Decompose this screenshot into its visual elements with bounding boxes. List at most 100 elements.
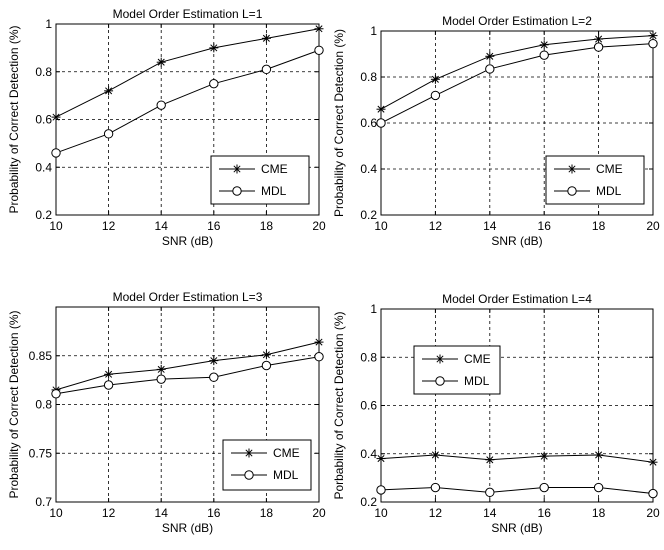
cme-star-marker [594,450,604,460]
legend-label-mdl: MDL [273,468,299,482]
mdl-circle-marker [156,374,166,384]
star-stroke [315,338,323,346]
cme-star-marker [376,454,386,464]
star-stroke [486,456,494,464]
y-tick-label: 0.8 [35,65,52,79]
x-tick-label: 20 [312,219,326,233]
chart-title: Model Order Estimation L=2 [442,14,592,28]
cme-star-marker [209,43,219,53]
x-tick-label: 20 [312,506,326,520]
cme-star-marker [376,104,386,114]
x-tick-label: 16 [207,506,221,520]
cme-star-marker [648,457,658,467]
star-stroke [377,455,385,463]
y-tick-label: 0.8 [35,398,52,412]
mdl-circle-marker [376,485,386,495]
series-line-mdl [380,43,654,124]
chart-2: 10 12 14 16 18 20 0.2 0.4 0.6 0.8 1 Model Order Est… [332,14,660,248]
legend-label-mdl: MDL [596,184,622,198]
cme-star-marker [51,112,61,122]
y-axis-label: Probability of Correct Detection (%) [332,29,346,217]
y-tick-label: 0.2 [35,208,52,222]
legend-label-mdl: MDL [261,184,287,198]
mdl-circle-marker [648,38,658,49]
plot-area [381,309,653,502]
legend-box [545,155,645,205]
x-axis-label: SNR (dB) [162,234,213,248]
star-stroke [245,449,253,457]
y-tick-label: 1 [45,17,52,31]
x-tick-label: 14 [483,219,497,233]
x-tick-label: 12 [102,219,116,233]
x-tick-label: 14 [155,219,169,233]
x-tick-label: 12 [102,506,116,520]
mdl-circle-marker [430,90,441,101]
cme-star-marker [594,34,604,44]
x-tick-label: 12 [429,219,443,233]
cme-star-marker [209,356,219,366]
y-tick-label: 0.6 [360,399,377,413]
cme-star-marker [156,364,166,374]
y-tick-label: 0.4 [35,160,52,174]
mdl-circle-marker [209,372,219,382]
series-line-mdl [55,356,320,395]
series-line-cme [55,28,320,118]
y-tick-label: 0.8 [360,350,377,364]
x-tick-label: 18 [260,506,274,520]
legend-label-cme: CME [464,352,491,366]
x-tick-label: 18 [592,506,606,520]
star-stroke [431,75,439,83]
x-axis-label: SNR (dB) [491,521,542,535]
mdl-circle-marker [103,380,114,390]
star-stroke [105,87,113,95]
chart-4: 10 12 14 16 18 20 0.2 0.4 0.6 0.8 1 Model Order Est… [332,292,660,535]
series-line-mdl [380,487,654,495]
cme-star-marker [156,57,166,67]
mdl-circle-marker [485,487,495,498]
cme-star-marker [648,31,658,41]
legend-label-cme: CME [261,162,288,176]
star-stroke [105,370,113,378]
mdl-circle-marker [314,352,324,362]
star-stroke [436,355,444,363]
x-tick-label: 16 [538,506,552,520]
mdl-circle-marker [648,488,658,499]
y-tick-label: 0.4 [360,447,377,461]
star-stroke [595,451,603,459]
x-tick-label: 20 [646,506,660,520]
cme-star-marker [430,450,440,460]
cme-star-marker [539,451,549,461]
y-axis-label: Probability of Correct Detection (%) [7,25,21,213]
star-stroke [540,41,548,49]
x-tick-label: 18 [592,219,606,233]
x-axis-label: SNR (dB) [162,521,213,535]
x-tick-label: 10 [49,506,63,520]
x-tick-label: 16 [207,219,221,233]
x-tick-label: 20 [646,219,660,233]
mdl-circle-marker [539,482,549,493]
legend-label-mdl: MDL [464,374,490,388]
y-tick-label: 1 [370,24,377,38]
legend-cme-star-marker [232,164,242,174]
mdl-circle-marker [51,389,61,399]
series-line-cme [380,35,654,110]
mdl-circle-marker [485,64,495,74]
cme-star-marker [430,74,440,84]
legend-label-cme: CME [596,162,623,176]
y-tick-label: 0.4 [360,162,377,176]
legend: CME MDL [210,155,310,205]
legend-box [222,439,312,491]
legend-mdl-circle-marker [435,376,445,386]
y-tick-label: 1 [370,302,377,316]
mdl-circle-marker [261,64,272,75]
cme-star-marker [104,86,114,96]
star-stroke [157,365,165,373]
star-stroke [486,52,494,60]
cme-star-marker [261,33,271,43]
x-tick-label: 18 [260,219,274,233]
chart-3: 10 12 14 16 18 20 0.7 0.75 0.8 0.85 Model Order Es… [7,290,326,535]
series-line-mdl [55,49,320,154]
mdl-circle-marker [593,42,604,52]
legend: CME MDL [413,345,501,395]
